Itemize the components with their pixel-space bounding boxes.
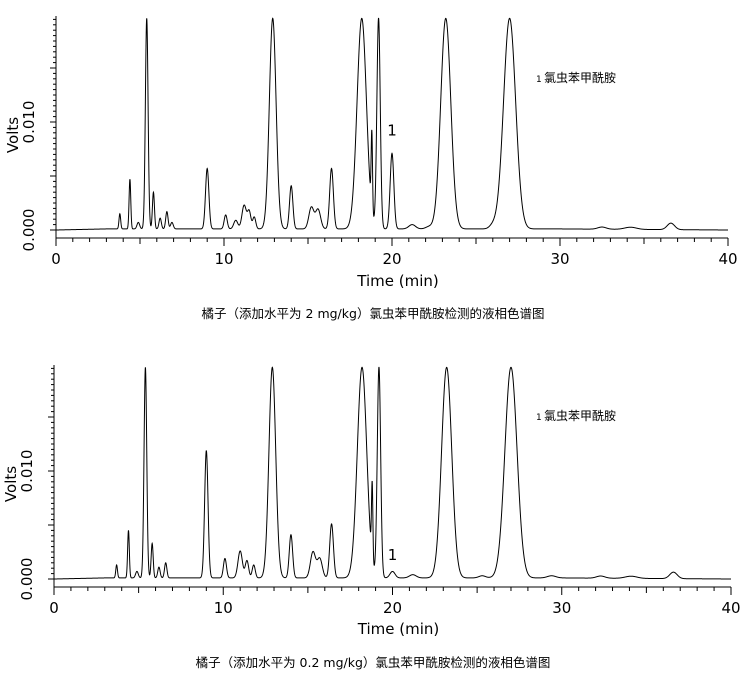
chromatogram-trace <box>54 366 731 580</box>
chart-caption: 橘子（添加水平为 2 mg/kg）氯虫苯甲酰胺检测的液相色谱图 <box>202 306 545 321</box>
x-tick-label: 30 <box>550 250 569 268</box>
x-tick-label: 0 <box>49 599 59 617</box>
x-tick-label: 30 <box>552 599 571 617</box>
legend-label: 氯虫苯甲酰胺 <box>544 409 616 423</box>
y-tick-label: 0.010 <box>20 101 38 144</box>
x-axis-label: Time (min) <box>356 272 438 290</box>
y-axis-label: Volts <box>2 466 20 502</box>
x-tick-label: 0 <box>51 250 61 268</box>
y-tick-label: 0.000 <box>20 209 38 252</box>
x-tick-label: 20 <box>382 250 401 268</box>
y-axis-label: Volts <box>4 117 22 153</box>
peak-annotation: 1 <box>387 121 397 139</box>
x-tick-label: 10 <box>214 599 233 617</box>
x-tick-label: 20 <box>383 599 402 617</box>
legend-number: 1 <box>536 75 542 85</box>
y-tick-label: 0.000 <box>18 558 36 601</box>
legend-label: 氯虫苯甲酰胺 <box>544 71 616 85</box>
chart-caption: 橘子（添加水平为 0.2 mg/kg）氯虫苯甲酰胺检测的液相色谱图 <box>196 655 551 670</box>
legend: 1 氯虫苯甲酰胺 <box>536 71 616 85</box>
x-tick-label: 40 <box>721 599 740 617</box>
peak-annotation: 1 <box>388 546 398 564</box>
chromatogram-trace <box>56 17 728 231</box>
legend-number: 1 <box>536 413 542 423</box>
legend: 1 氯虫苯甲酰胺 <box>536 409 616 423</box>
x-axis-label: Time (min) <box>357 620 439 638</box>
y-tick-label: 0.010 <box>18 450 36 493</box>
x-tick-label: 10 <box>214 250 233 268</box>
x-tick-label: 40 <box>718 250 737 268</box>
